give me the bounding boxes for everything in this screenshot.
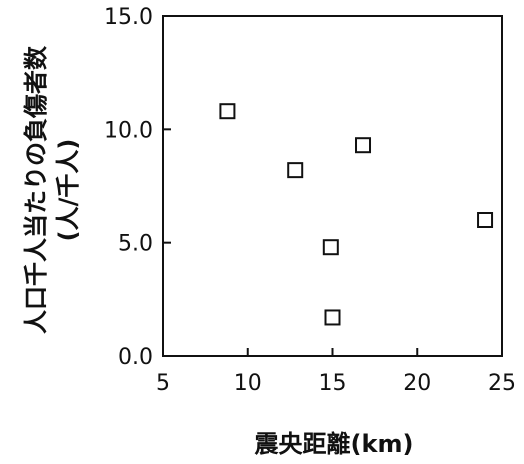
x-tick-label: 10 bbox=[234, 371, 262, 396]
x-tick-label: 20 bbox=[403, 371, 431, 396]
data-points bbox=[219, 103, 494, 326]
data-point bbox=[287, 162, 304, 179]
x-axis-title: 震央距離(km) bbox=[255, 430, 414, 458]
plot-area: 5 10 15 20 25 0.0 5.0 10.0 15.0 bbox=[104, 5, 516, 396]
data-point bbox=[322, 239, 339, 256]
y-axis-unit: (人/千人) bbox=[54, 139, 82, 242]
plot-frame bbox=[162, 15, 503, 357]
x-tick-label: 5 bbox=[156, 371, 170, 396]
data-point bbox=[219, 103, 236, 120]
y-axis-title: 人口千人当たりの負傷者数 bbox=[22, 45, 50, 334]
y-axis: 0.0 5.0 10.0 15.0 bbox=[104, 5, 171, 370]
y-tick-label: 10.0 bbox=[104, 118, 153, 143]
data-point bbox=[324, 309, 341, 326]
y-tick-label: 15.0 bbox=[104, 5, 153, 30]
x-axis: 5 10 15 20 25 bbox=[156, 348, 516, 396]
x-tick-label: 15 bbox=[319, 371, 347, 396]
data-point bbox=[355, 137, 372, 154]
y-tick-label: 5.0 bbox=[118, 232, 153, 257]
x-tick-label: 25 bbox=[488, 371, 516, 396]
y-axis-title-group: 人口千人当たりの負傷者数 bbox=[22, 45, 50, 334]
y-tick-label: 0.0 bbox=[118, 345, 153, 370]
data-point bbox=[477, 212, 494, 228]
y-axis-unit-group: (人/千人) bbox=[54, 139, 82, 242]
